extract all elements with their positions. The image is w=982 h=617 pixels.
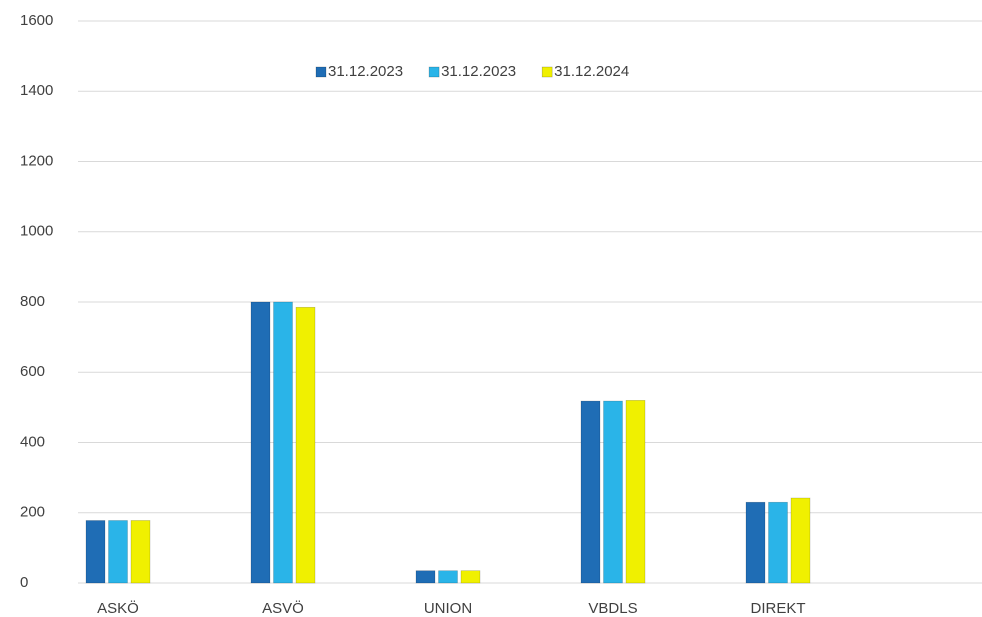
legend-label: 31.12.2023 [328, 63, 403, 80]
bar [625, 400, 646, 584]
x-tick-label: ASVÖ [262, 599, 304, 617]
x-tick-label: DIREKT [750, 600, 805, 617]
bar [603, 400, 623, 584]
y-tick-label: 0 [20, 574, 28, 591]
legend-swatch [315, 66, 327, 78]
bar [273, 301, 293, 584]
bar [108, 520, 128, 584]
legend-swatch [428, 66, 440, 78]
bar [130, 520, 151, 584]
bar [250, 301, 271, 584]
bar [85, 520, 106, 584]
y-tick-label: 600 [20, 363, 45, 380]
bar [768, 501, 788, 584]
legend-label: 31.12.2024 [554, 63, 629, 80]
y-tick-label: 1000 [20, 223, 53, 240]
y-tick-label: 800 [20, 293, 45, 310]
x-tick-label: VBDLS [588, 600, 637, 617]
y-tick-label: 400 [20, 433, 45, 450]
legend-swatch [541, 66, 553, 78]
bar [745, 501, 766, 584]
y-tick-label: 1600 [20, 12, 53, 29]
y-tick-label: 1200 [20, 152, 53, 169]
y-tick-label: 1400 [20, 82, 53, 99]
bar [295, 306, 316, 584]
bar [580, 400, 601, 584]
bar [790, 497, 811, 584]
bar [415, 570, 436, 584]
bar [438, 570, 458, 584]
bar [460, 570, 481, 584]
x-tick-label: UNION [424, 600, 472, 617]
x-tick-label: ASKÖ [97, 599, 139, 617]
y-tick-label: 200 [20, 504, 45, 521]
legend-label: 31.12.2023 [441, 63, 516, 80]
